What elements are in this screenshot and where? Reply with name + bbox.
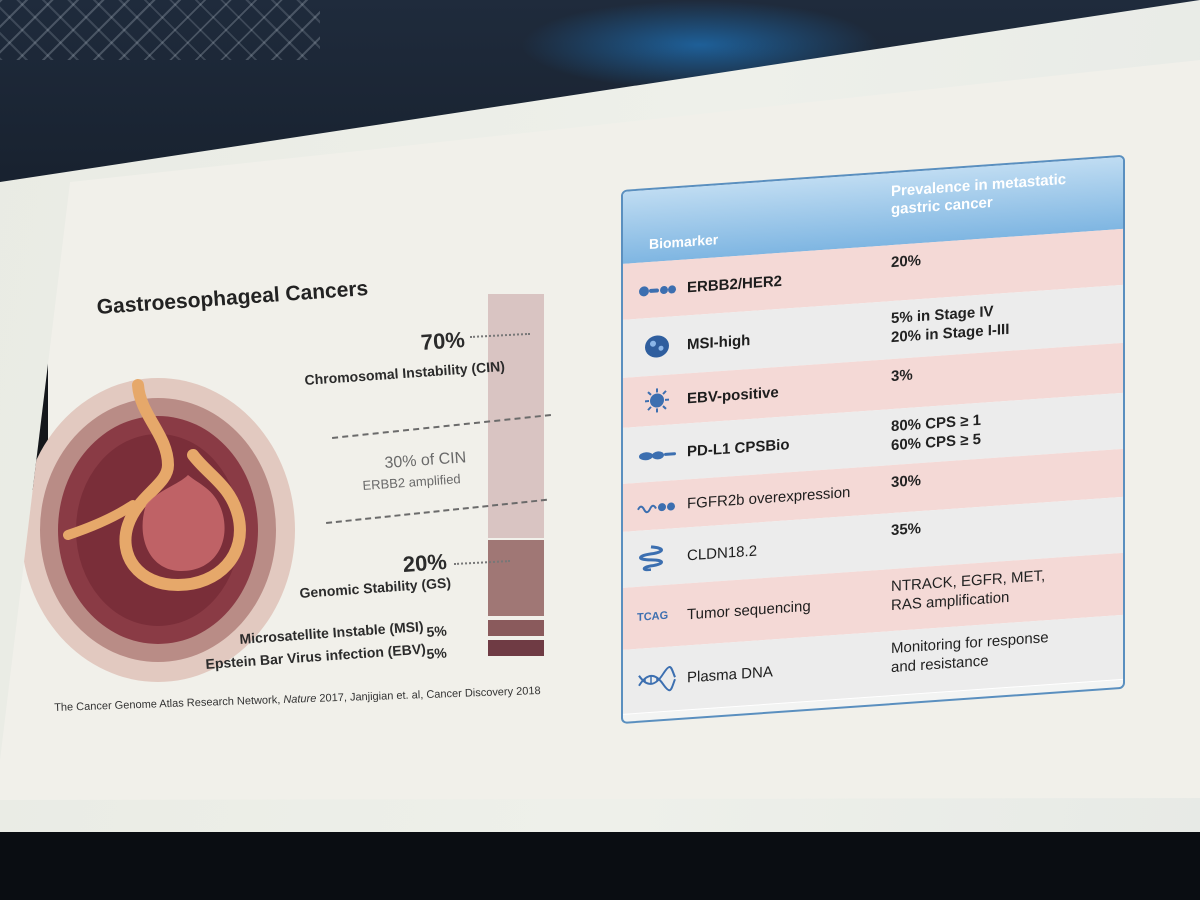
biomarker-name: CLDN18.2 xyxy=(687,541,758,564)
biomarker-cell: EBV-positive xyxy=(637,367,779,427)
biomarker-cell: MSI-high xyxy=(637,311,750,377)
biomarker-cell: CLDN18.2 xyxy=(637,522,757,586)
cell-icon xyxy=(637,332,677,361)
prevalence-line: 20% xyxy=(891,252,922,272)
ceiling-truss xyxy=(0,0,320,60)
citation: The Cancer Genome Atlas Research Network… xyxy=(54,685,541,714)
biomarker-name: PD-L1 CPSBio xyxy=(687,435,790,460)
prevalence-line: 30% xyxy=(891,472,922,492)
table-row: Plasma DNA Monitoring for response and res… xyxy=(623,614,1123,715)
biomarker-name: FGFR2b overexpression xyxy=(687,483,851,512)
biomarker-cell: FGFR2b overexpression xyxy=(637,468,850,531)
slide-title: Gastroesophageal Cancers xyxy=(96,277,369,319)
bar-segment-gs xyxy=(488,540,544,616)
stomach-illustration xyxy=(21,378,295,682)
table-row: ERBB2/HER2 20% xyxy=(623,228,1123,321)
gs-percent: 20% xyxy=(402,548,448,577)
biomarker-table: Biomarker Prevalence in metastatic gastr… xyxy=(621,154,1125,724)
receptor-icon xyxy=(637,491,677,520)
bar-segment-ebv xyxy=(488,640,544,656)
prevalence-cell: NTRACK, EGFR, MET, RAS amplification xyxy=(891,561,1116,615)
bar-segment-msi xyxy=(488,620,544,636)
protein-chain-icon xyxy=(637,275,677,304)
table-row: MSI-high 5% in Stage IV 20% in Stage I-III xyxy=(623,284,1123,379)
table-row: EBV-positive 3% xyxy=(623,342,1123,429)
header-prevalence: Prevalence in metastatic gastric cancer xyxy=(891,170,1067,219)
prevalence-cell: 3% xyxy=(891,351,1116,386)
biomarker-cell: Plasma DNA xyxy=(637,639,773,713)
ebv-percent: 5% xyxy=(426,644,448,662)
biomarker-table-frame: Biomarker Prevalence in metastatic gastr… xyxy=(621,154,1125,724)
cin-subset-percent: 30% of CIN xyxy=(384,449,467,472)
prevalence-cell: 80% CPS ≥ 1 60% CPS ≥ 5 xyxy=(891,401,1116,455)
biomarker-cell: PD-L1 CPSBio xyxy=(637,416,790,483)
prevalence-line: 3% xyxy=(891,366,913,386)
header-biomarker: Biomarker xyxy=(649,231,719,253)
prevalence-cell: 20% xyxy=(891,237,1116,272)
antibody-icon xyxy=(637,439,677,468)
dna-helix-icon xyxy=(637,665,677,694)
msi-percent: 5% xyxy=(426,622,448,640)
table-row: FGFR2b overexpression 30% xyxy=(623,448,1123,533)
biomarker-cell: ERBB2/HER2 xyxy=(637,253,782,319)
prevalence-cell: 35% xyxy=(891,505,1116,540)
dna-sequence-icon: TCAG xyxy=(637,609,669,624)
cin-label: Chromosomal Instability (CIN) xyxy=(304,358,506,388)
table-body: ERBB2/HER2 20% MSI-high 5% in Stage IV 20% i… xyxy=(623,157,1123,715)
biomarker-name: EBV-positive xyxy=(687,383,779,407)
prevalence-cell: 30% xyxy=(891,457,1116,492)
prevalence-cell: Monitoring for response and resistance xyxy=(891,623,1116,677)
bar-segment-cin xyxy=(488,294,544,538)
stage-floor xyxy=(0,832,1200,900)
biomarker-name: Tumor sequencing xyxy=(687,597,811,623)
table-row: CLDN18.2 35% xyxy=(623,496,1123,589)
prevalence-cell: 5% in Stage IV 20% in Stage I-III xyxy=(891,293,1116,347)
subtype-stacked-bar xyxy=(488,294,544,656)
biomarker-name: MSI-high xyxy=(687,331,751,353)
cin-subset-label: ERBB2 amplified xyxy=(362,471,462,493)
prevalence-line: 35% xyxy=(891,520,922,540)
biomarker-name: Plasma DNA xyxy=(687,662,773,686)
table-row: PD-L1 CPSBio 80% CPS ≥ 1 60% CPS ≥ 5 xyxy=(623,392,1123,485)
cin-percent: 70% xyxy=(420,326,466,355)
gs-label: Genomic Stability (GS) xyxy=(299,574,452,601)
biomarker-name: ERBB2/HER2 xyxy=(687,272,783,296)
virus-icon xyxy=(637,386,677,415)
membrane-protein-icon xyxy=(637,543,677,572)
